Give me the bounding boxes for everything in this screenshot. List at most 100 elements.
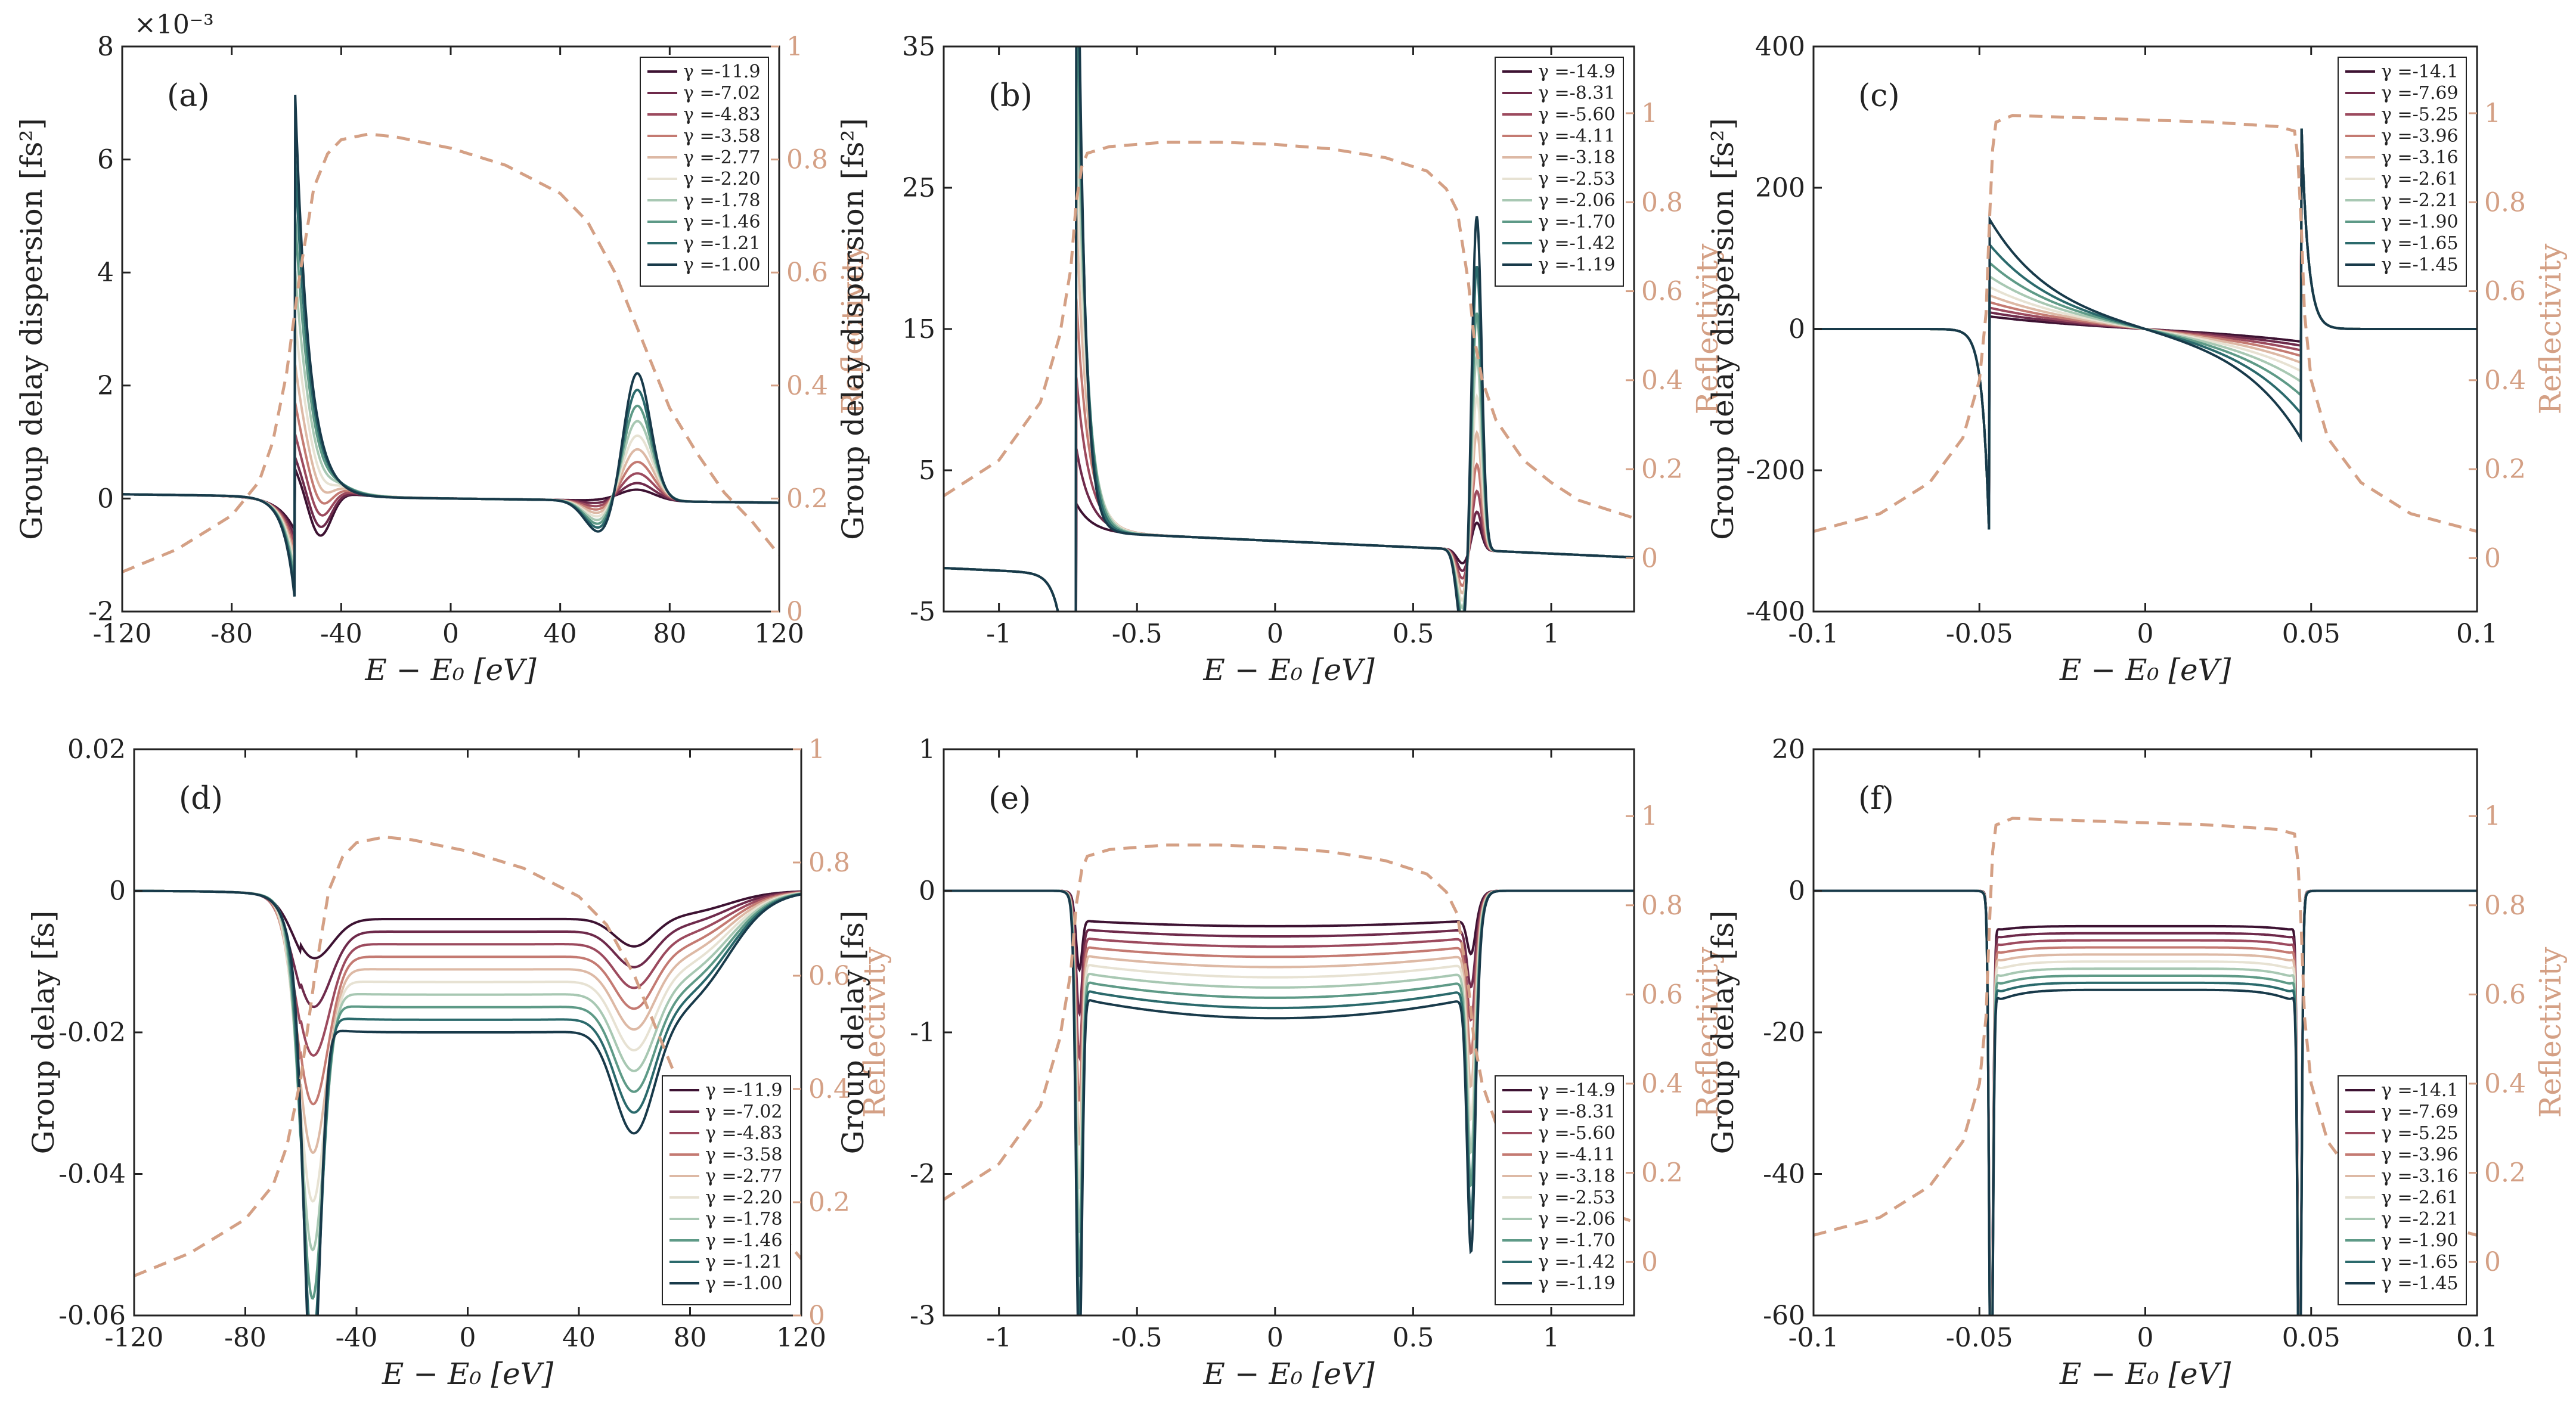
x-tick-label: 0	[442, 619, 459, 649]
x-tick-label: -40	[320, 619, 362, 649]
x-axis-label: E − E₀ [eV]	[1202, 653, 1375, 687]
legend-entry: γ =-1.46	[683, 212, 761, 232]
legend-entry: γ =-2.06	[1538, 190, 1616, 211]
legend-entry: γ =-3.18	[1538, 147, 1616, 168]
y-tick-label: -2	[88, 597, 114, 627]
legend-entry: γ =-4.83	[683, 104, 761, 125]
y2-tick-label: 0.4	[2484, 365, 2526, 396]
y2-tick-label: 0.4	[808, 1074, 850, 1104]
legend-entry: γ =-1.45	[2381, 1273, 2459, 1294]
x-tick-label: 0	[2137, 1323, 2154, 1353]
y-tick-label: 0	[97, 483, 114, 514]
panel-d: -120 -80 -40 0 40 80 120 -0.06 -0.04 -0.02 0 0.02 0 0…	[26, 734, 892, 1391]
y2-axis-label: Reflectivity	[857, 947, 892, 1118]
y2-tick-label: 0.4	[786, 371, 828, 401]
x-tick-label: 0	[1267, 1323, 1284, 1353]
y2-tick-label: 0.4	[2484, 1069, 2526, 1099]
x-axis-label: E − E₀ [eV]	[364, 653, 537, 687]
y-tick-label: 0	[1788, 314, 1805, 345]
x-tick-label: 1	[1543, 1323, 1560, 1353]
legend: γ =-14.1γ =-7.69γ =-5.25γ =-3.96γ =-3.16…	[2338, 1075, 2467, 1305]
legend-entry: γ =-2.20	[683, 169, 761, 190]
x-tick-label: 0	[1267, 619, 1284, 649]
legend-entry: γ =-5.60	[1538, 104, 1616, 125]
series-line-10	[134, 889, 801, 1315]
x-tick-label: 0.1	[2456, 619, 2498, 649]
y2-tick-label: 0.2	[2484, 1158, 2526, 1189]
y-tick-label: 0	[919, 876, 935, 907]
panel-c: -0.1 -0.05 0 0.05 0.1 -400 -200 0 200 400 0 0.2 0.4 0…	[1706, 32, 2568, 687]
x-tick-label: -40	[336, 1323, 378, 1353]
x-tick-label: 0	[460, 1323, 476, 1353]
legend: γ =-14.9γ =-8.31γ =-5.60γ =-4.11γ =-3.18…	[1495, 57, 1624, 287]
y2-tick-label: 0.8	[1641, 890, 1683, 921]
panel-a: -120 -80 -40 0 40 80 120-20246800.20.40.60.81E…	[14, 10, 870, 687]
legend-entry: γ =-3.16	[2381, 147, 2459, 168]
panel-label: (e)	[988, 781, 1031, 817]
y2-tick-label: 0.6	[808, 961, 850, 991]
x-tick-label: -120	[93, 619, 152, 649]
legend: γ =-11.9γ =-7.02γ =-4.83γ =-3.58γ =-2.77…	[662, 1075, 791, 1305]
y-tick-label: 2	[97, 371, 114, 401]
y-tick-label: -2	[910, 1159, 935, 1190]
y-axis-label: Group delay [fs]	[1706, 911, 1740, 1155]
y-axis-label: Group delay dispersion [fs²]	[14, 118, 49, 540]
y-tick-label: 0	[109, 876, 126, 907]
y2-axis-label: Reflectivity	[2533, 243, 2568, 415]
y2-tick-label: 0.8	[1641, 187, 1683, 218]
legend-entry: γ =-5.25	[2381, 1123, 2459, 1144]
y2-tick-label: 0	[808, 1301, 825, 1331]
series-group	[1814, 128, 2477, 530]
x-tick-label: -1	[986, 1323, 1012, 1353]
series-line-10	[122, 94, 779, 597]
x-tick-label: 0.05	[2282, 1323, 2341, 1353]
legend-entry: γ =-1.70	[1538, 1230, 1616, 1251]
legend-box	[1495, 57, 1624, 287]
legend-entry: γ =-7.02	[683, 83, 761, 104]
y-scale-note: ×10⁻³	[134, 10, 214, 40]
y-tick-label: 0.02	[67, 734, 126, 765]
y-tick-label: 20	[1772, 734, 1805, 765]
legend-entry: γ =-1.19	[1538, 1273, 1616, 1294]
legend-entry: γ =-2.21	[2381, 190, 2459, 211]
legend-entry: γ =-1.00	[683, 255, 761, 275]
y2-axis-label: Reflectivity	[835, 243, 870, 415]
x-tick-label: 0.5	[1392, 1323, 1434, 1353]
series-line-10	[1814, 128, 2477, 530]
series-group	[134, 889, 801, 1315]
legend-entry: γ =-1.65	[2381, 233, 2459, 254]
y2-tick-label: 0	[1641, 543, 1658, 573]
y2-tick-label: 0.8	[808, 848, 850, 878]
panel-e: -1 -0.5 0 0.5 1 -3 -2 -1 0 1 0 0.2 0.4 0.6 0.8 1 E − E₀ …	[836, 734, 1725, 1391]
legend-entry: γ =-8.31	[1538, 1101, 1616, 1122]
legend-box	[2338, 1075, 2467, 1305]
x-tick-label: -120	[105, 1323, 164, 1353]
y2-tick-label: 1	[808, 734, 825, 765]
series-line-2	[944, 889, 1634, 1017]
legend-entry: γ =-1.90	[2381, 1230, 2459, 1251]
y-tick-label: 6	[97, 145, 114, 175]
y-tick-label: -0.02	[58, 1017, 126, 1048]
series-line-4	[134, 889, 801, 1106]
series-group	[944, 46, 1634, 612]
y2-tick-label: 1	[2484, 98, 2501, 129]
y-tick-label: 25	[902, 173, 935, 203]
y2-tick-label: 0.2	[1641, 1158, 1683, 1189]
y2-tick-label: 0.8	[2484, 187, 2526, 218]
series-line-7	[122, 271, 779, 575]
x-tick-label: 0.05	[2282, 619, 2341, 649]
legend-entry: γ =-3.16	[2381, 1166, 2459, 1187]
y-tick-label: -1	[910, 1017, 935, 1048]
legend-entry: γ =-1.78	[683, 190, 761, 211]
x-tick-label: 40	[544, 619, 577, 649]
y-tick-label: 0	[1788, 876, 1805, 907]
y2-tick-label: 0	[786, 597, 803, 627]
reflectivity-line	[1814, 114, 2477, 533]
x-tick-label: 1	[1543, 619, 1560, 649]
y2-tick-label: 1	[1641, 98, 1658, 129]
y-tick-label: -3	[910, 1301, 935, 1331]
legend-entry: γ =-4.11	[1538, 126, 1616, 147]
reflectivity-line	[944, 141, 1634, 520]
legend-entry: γ =-1.21	[705, 1252, 783, 1273]
